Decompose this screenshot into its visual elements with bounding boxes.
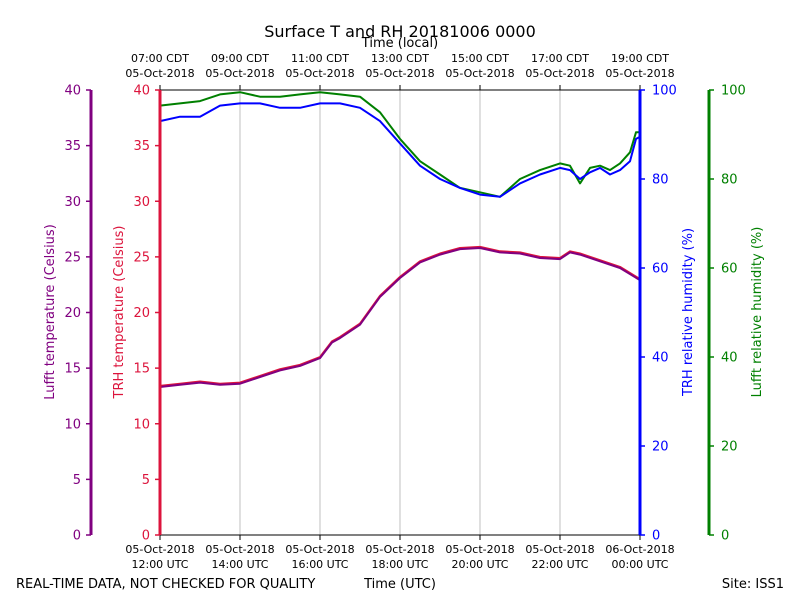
lufft-temp-axis-tick-label: 30 [64,195,81,210]
quality-disclaimer: REAL-TIME DATA, NOT CHECKED FOR QUALITY [16,577,315,592]
lufft-rh-axis-tick-label: 80 [721,173,738,188]
trh-temp-axis-tick-label: 40 [133,84,150,99]
lufft-rh-axis-tick-label: 40 [721,351,738,366]
bottom-tick-label: 05-Oct-2018 [525,543,594,556]
bottom-tick-label: 12:00 UTC [131,558,188,571]
lufft-temp-axis-tick-label: 15 [64,362,81,377]
lufft-rh-axis-tick-label: 100 [721,84,746,99]
lufft-temp-axis-tick-label: 0 [73,529,81,544]
series-line-3 [159,247,641,388]
top-tick-label: 05-Oct-2018 [445,67,514,80]
lufft-rh-axis-label: Lufft relative humidity (%) [750,227,765,398]
trh-rh-axis-tick-label: 0 [652,529,660,544]
trh-temp-axis-tick-label: 5 [142,473,150,488]
top-axis-label: Time (local) [361,36,438,51]
trh-rh-axis-tick-label: 60 [652,262,669,277]
top-tick-label: 17:00 CDT [531,52,589,65]
trh-rh-axis-tick-label: 80 [652,173,669,188]
lufft-temp-axis-tick-label: 40 [64,84,81,99]
top-tick-label: 09:00 CDT [211,52,269,65]
bottom-tick-label: 20:00 UTC [451,558,508,571]
top-tick-label: 13:00 CDT [371,52,429,65]
top-tick-label: 05-Oct-2018 [605,67,674,80]
top-tick-label: 05-Oct-2018 [125,67,194,80]
trh-rh-axis-tick-label: 20 [652,440,669,455]
bottom-tick-label: 05-Oct-2018 [285,543,354,556]
top-tick-label: 07:00 CDT [131,52,189,65]
trh-temp-axis-tick-label: 35 [133,139,150,154]
bottom-tick-label: 05-Oct-2018 [445,543,514,556]
trh-rh-axis-tick-label: 100 [652,84,677,99]
lufft-rh-axis-tick-label: 20 [721,440,738,455]
trh-temp-axis-label: TRH temperature (Celsius) [112,226,127,400]
grid-layer [239,90,561,535]
bottom-tick-label: 18:00 UTC [371,558,428,571]
bottom-tick-label: 14:00 UTC [211,558,268,571]
bottom-tick-label: 05-Oct-2018 [205,543,274,556]
bottom-tick-label: 16:00 UTC [291,558,348,571]
series-line-0 [159,91,640,198]
bottom-tick-label: 00:00 UTC [611,558,668,571]
lufft-temp-axis-tick-label: 5 [73,473,81,488]
bottom-tick-label: 05-Oct-2018 [125,543,194,556]
lufft-temp-axis-tick-label: 25 [64,250,81,265]
series-layer [159,91,641,388]
series-line-1 [159,102,641,198]
top-tick-label: 11:00 CDT [291,52,349,65]
trh-temp-axis-tick-label: 10 [133,417,150,432]
lufft-rh-axis-tick-label: 0 [721,529,729,544]
site-label: Site: ISS1 [722,577,784,592]
trh-rh-axis-label: TRH relative humidity (%) [681,228,696,397]
bottom-tick-label: 22:00 UTC [531,558,588,571]
lufft-temp-axis-label: Lufft temperature (Celsius) [43,224,58,400]
bottom-tick-label: 05-Oct-2018 [365,543,434,556]
trh-temp-axis-tick-label: 25 [133,250,150,265]
top-tick-label: 05-Oct-2018 [365,67,434,80]
chart-title: Surface T and RH 20181006 0000 [264,22,536,41]
lufft-temp-axis-tick-label: 35 [64,139,81,154]
lufft-rh-axis-tick-label: 60 [721,262,738,277]
bottom-tick-label: 06-Oct-2018 [605,543,674,556]
trh-temp-axis-tick-label: 15 [133,362,150,377]
lufft-temp-axis-tick-label: 10 [64,417,81,432]
top-tick-label: 05-Oct-2018 [525,67,594,80]
trh-temp-axis-tick-label: 20 [133,306,150,321]
top-tick-label: 15:00 CDT [451,52,509,65]
trh-temp-axis-tick-label: 0 [142,529,150,544]
lufft-temp-axis-tick-label: 20 [64,306,81,321]
bottom-axis-label: Time (UTC) [363,577,436,592]
top-tick-label: 19:00 CDT [611,52,669,65]
top-tick-label: 05-Oct-2018 [285,67,354,80]
trh-rh-axis-tick-label: 40 [652,351,669,366]
axes-layer: 05-Oct-2018 12:00 UTC 05-Oct-2018 14:00 UTC… [64,52,745,571]
top-tick-label: 05-Oct-2018 [205,67,274,80]
trh-temp-axis-tick-label: 30 [133,195,150,210]
